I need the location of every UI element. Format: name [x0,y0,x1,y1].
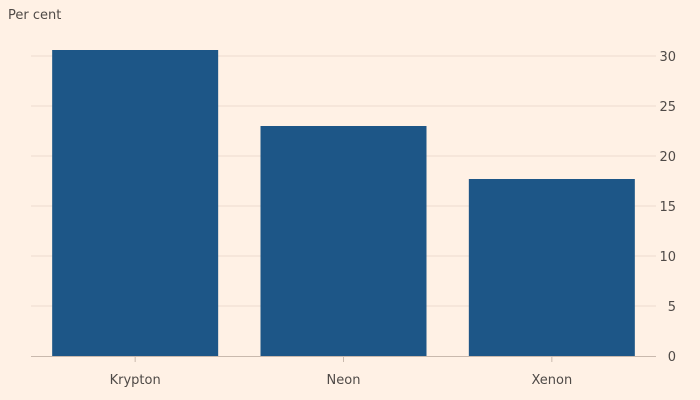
y-tick-label: 15 [659,200,676,215]
y-axis-ticks: 0 5 10 15 20 25 30 [659,50,676,365]
y-tick-label: 10 [659,250,676,265]
y-tick-label: 25 [659,100,676,115]
x-axis-ticks: Krypton Neon Xenon [110,356,572,388]
bar-krypton [52,50,219,356]
x-tick-label: Krypton [110,373,161,388]
bars [52,50,635,356]
bar-neon [260,126,427,356]
x-tick-label: Xenon [531,373,572,388]
y-tick-label: 0 [668,350,676,365]
y-axis-unit-label: Per cent [8,8,61,23]
y-tick-label: 20 [659,150,676,165]
y-tick-label: 5 [668,300,676,315]
x-tick-label: Neon [327,373,361,388]
bar-xenon [468,179,635,356]
y-tick-label: 30 [659,50,676,65]
